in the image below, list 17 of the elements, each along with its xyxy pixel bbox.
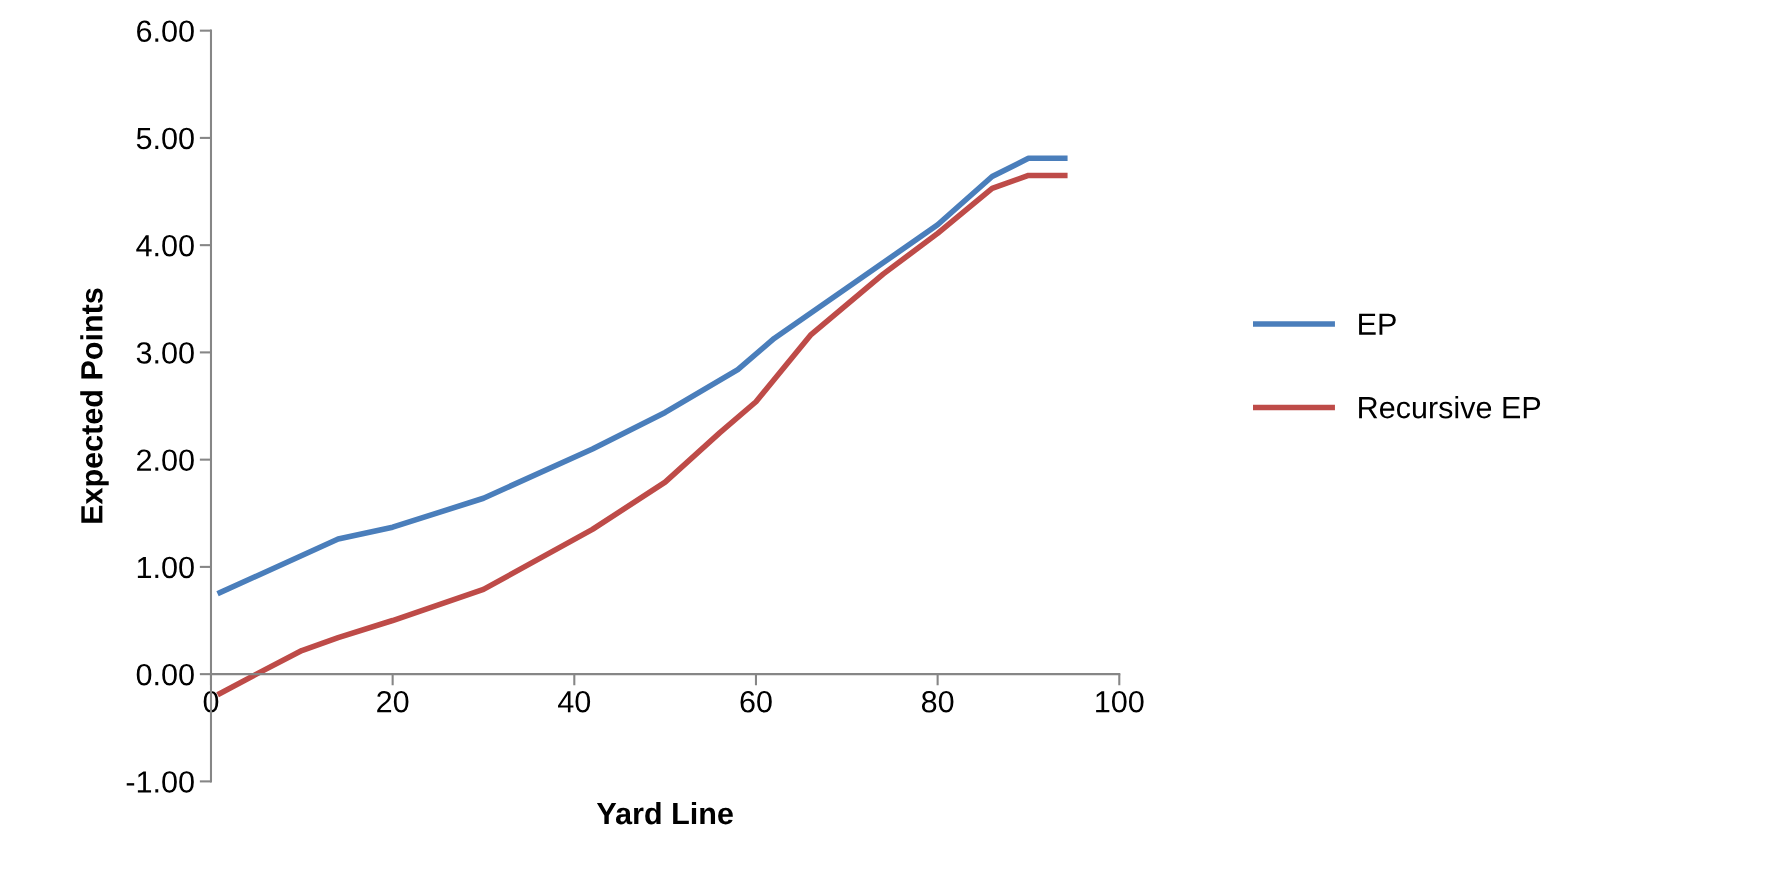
legend-label: EP: [1359, 313, 1396, 335]
x-tick-label: 80: [921, 690, 954, 713]
y-tick-label: 4.00: [136, 234, 194, 257]
y-tick-label: 5.00: [136, 127, 194, 150]
x-tick-label: 20: [377, 690, 409, 713]
x-tick-label: 100: [1096, 690, 1144, 713]
y-tick-label: 1.00: [137, 556, 194, 579]
y-tick-label: 2.00: [137, 449, 194, 472]
legend-label: Recursive EP: [1359, 395, 1541, 419]
x-axis-title: Yard Line: [596, 801, 733, 825]
y-axis-title: Expected Points: [80, 288, 109, 523]
y-tick-label: 6.00: [137, 20, 194, 43]
x-tick-label: 40: [558, 690, 591, 713]
y-tick-label: 3.00: [136, 342, 194, 364]
x-tick-label: 60: [740, 690, 772, 713]
y-tick-label: 0.00: [136, 663, 194, 686]
y-tick-label: -1.00: [126, 771, 194, 793]
